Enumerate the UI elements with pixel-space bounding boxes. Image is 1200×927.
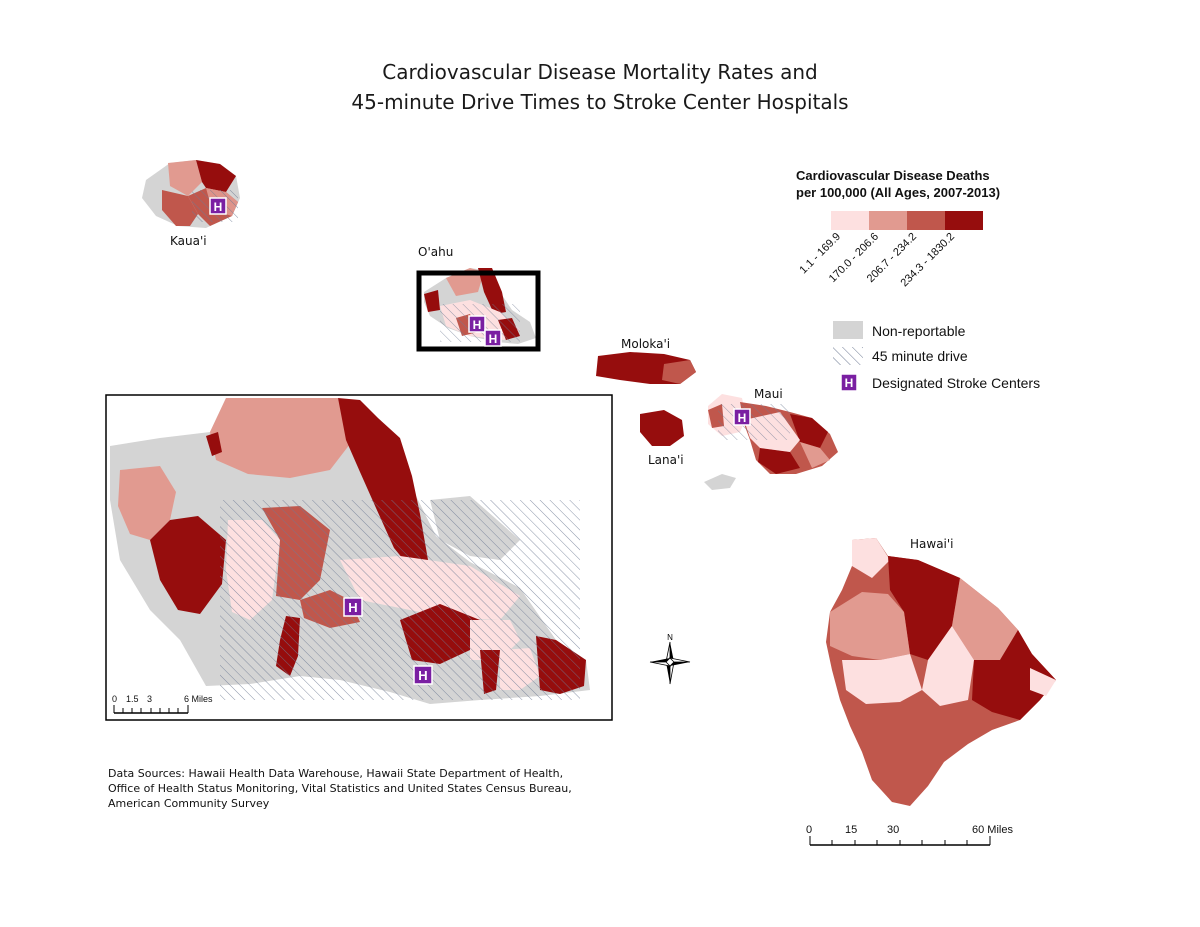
stroke-center-marker: H [413, 665, 433, 685]
kauai-label: Kaua'i [170, 234, 207, 248]
sources-line2: Office of Health Status Monitoring, Vita… [108, 782, 572, 795]
sources-line3: American Community Survey [108, 797, 270, 810]
inset-frame [105, 394, 613, 721]
stroke-center-marker: H [209, 197, 227, 215]
scale-tick-label: 30 [887, 824, 899, 836]
scale-tick-label: 0 [806, 824, 812, 836]
scale-tick-label: 60 Miles [972, 824, 1013, 836]
sources-line1: Data Sources: Hawaii Health Data Warehou… [108, 767, 564, 780]
stroke-center-glyph: H [845, 376, 854, 390]
color-ramp [831, 211, 983, 230]
svg-text:H: H [418, 668, 427, 683]
scale-tick-label: 3 [147, 694, 152, 704]
inset-scale-bar: 0 1.5 3 6 Miles [112, 694, 213, 714]
legend-title-line1: Cardiovascular Disease Deaths [796, 168, 990, 183]
scale-tick-label: 15 [845, 824, 857, 836]
svg-text:H: H [348, 600, 357, 615]
stroke-center-marker: H [343, 597, 363, 617]
non-reportable-swatch [833, 321, 863, 339]
main-scale-bar: 0 15 30 60 Miles [806, 824, 1013, 846]
north-label: N [667, 633, 673, 642]
map-title-line2: 45-minute Drive Times to Stroke Center H… [351, 90, 849, 114]
maui-label: Maui [754, 387, 783, 401]
kahoolawe-island [704, 474, 736, 490]
data-sources: Data Sources: Hawaii Health Data Warehou… [108, 766, 588, 811]
stroke-center-marker: H [733, 408, 751, 426]
stroke-center-swatch [840, 373, 858, 392]
drive-time-label: 45 minute drive [872, 348, 968, 364]
scale-tick-label: 1.5 [126, 694, 139, 704]
stroke-center-marker: H [468, 315, 486, 333]
oahu-inset-map [106, 395, 612, 720]
oahu-inset-frame [416, 270, 541, 352]
hawaii-label: Hawai'i [910, 537, 954, 551]
maui-island [708, 394, 838, 474]
map-title-line1: Cardiovascular Disease Mortality Rates a… [382, 60, 818, 84]
oahu-label: O'ahu [418, 245, 453, 259]
svg-text:H: H [214, 200, 223, 214]
ramp-swatch [831, 211, 869, 230]
kauai-island [142, 160, 240, 228]
legend-title-line2: per 100,000 (All Ages, 2007-2013) [796, 185, 1000, 200]
north-arrow-icon: N [649, 633, 691, 685]
svg-text:H: H [473, 318, 482, 332]
non-reportable-label: Non-reportable [872, 323, 966, 339]
ramp-swatch [907, 211, 945, 230]
drive-time-swatch [833, 347, 863, 365]
lanai-island [640, 410, 684, 446]
hawaii-island [826, 538, 1056, 806]
scale-tick-label: 6 Miles [184, 694, 213, 704]
scale-tick-label: 0 [112, 694, 117, 704]
ramp-swatch [945, 211, 983, 230]
svg-text:H: H [738, 411, 747, 425]
legend: Cardiovascular Disease Deaths per 100,00… [796, 168, 1040, 392]
svg-text:H: H [489, 332, 498, 346]
stroke-center-label: Designated Stroke Centers [872, 375, 1040, 391]
molokai-island [596, 352, 696, 384]
stroke-center-marker: H [484, 329, 502, 347]
molokai-label: Moloka'i [621, 337, 670, 351]
lanai-label: Lana'i [648, 453, 684, 467]
ramp-swatch [869, 211, 907, 230]
